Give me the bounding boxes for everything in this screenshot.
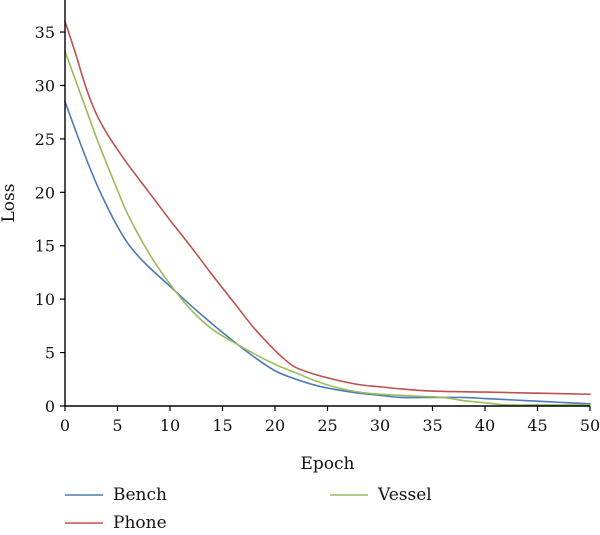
x-tick-label: 45 (527, 416, 547, 435)
legend-label: Vessel (377, 485, 432, 505)
x-tick-label: 50 (580, 416, 600, 435)
y-tick-label: 30 (35, 76, 55, 95)
y-axis-title: Loss (0, 184, 19, 223)
y-tick-label: 0 (45, 397, 55, 416)
x-tick-label: 40 (475, 416, 495, 435)
y-tick-label: 15 (35, 237, 55, 256)
x-tick-label: 20 (265, 416, 285, 435)
axes: 0 5 10 15 20 25 30 35 40 45 50 0 5 10 15 20 25 30 35 (35, 0, 600, 435)
y-tick-label: 10 (35, 290, 55, 309)
y-tick-label: 5 (45, 344, 55, 363)
legend-label: Bench (113, 485, 167, 505)
x-axis-title: Epoch (301, 454, 355, 474)
plot-area (64, 20, 591, 406)
x-tick-label: 30 (370, 416, 390, 435)
x-tick-label: 15 (212, 416, 232, 435)
y-tick-label: 35 (35, 23, 55, 42)
legend-item-phone: Phone (65, 513, 167, 533)
y-tick-label: 20 (35, 183, 55, 202)
legend-item-vessel: Vessel (330, 485, 432, 505)
legend-item-bench: Bench (65, 485, 167, 505)
legend-label: Phone (113, 513, 167, 533)
series-line-vessel (64, 50, 591, 406)
x-tick-label: 25 (317, 416, 337, 435)
series-line-bench (64, 100, 591, 405)
x-tick-label: 5 (112, 416, 122, 435)
x-tick-label: 10 (160, 416, 180, 435)
legend: Bench Phone Vessel (65, 485, 432, 533)
x-tick-label: 0 (60, 416, 70, 435)
y-tick-label: 25 (35, 130, 55, 149)
series-line-phone (64, 20, 591, 396)
x-tick-label: 35 (422, 416, 442, 435)
